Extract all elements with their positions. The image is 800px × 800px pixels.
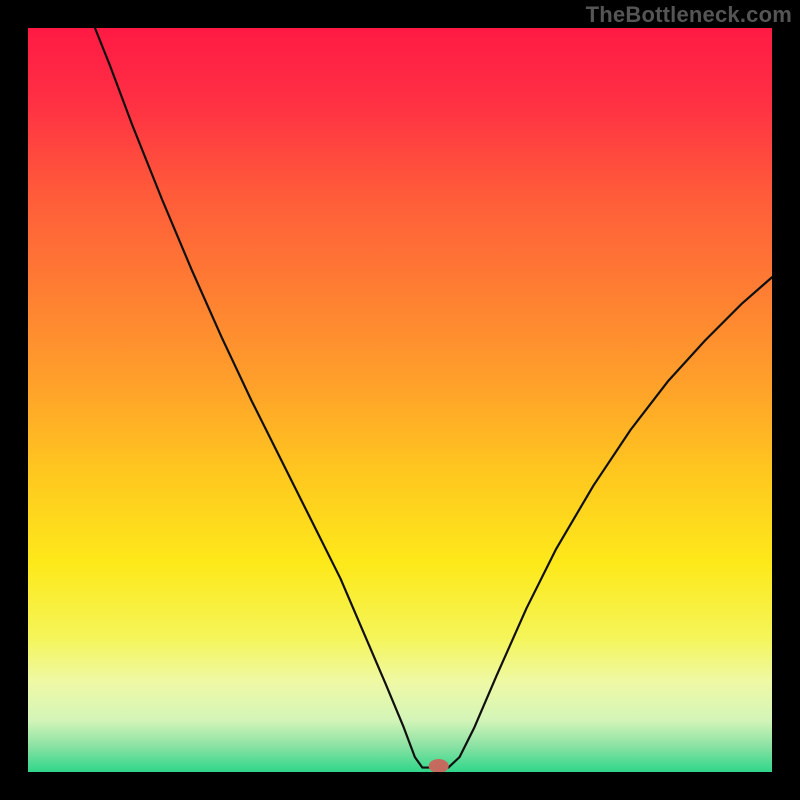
minimum-marker: [429, 759, 449, 773]
gradient-background: [28, 28, 772, 772]
bottleneck-chart: [0, 0, 800, 800]
watermark-text: TheBottleneck.com: [586, 2, 792, 28]
